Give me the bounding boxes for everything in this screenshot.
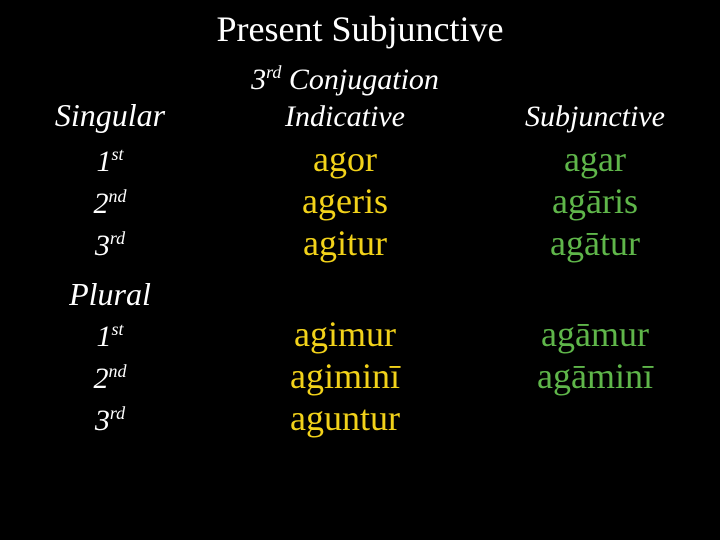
- pl1-subjunctive: agāmur: [470, 313, 720, 355]
- row-pl-1: 1st agimur agāmur: [0, 313, 720, 355]
- row-pl-2: 2nd agiminī agāminī: [0, 355, 720, 397]
- pl2-subjunctive: agāminī: [470, 355, 720, 397]
- sg1-subjunctive: agar: [470, 138, 720, 180]
- person-1st-pl: 1st: [0, 319, 220, 354]
- indicative-header: Indicative: [220, 100, 470, 134]
- row-sg-2: 2nd ageris agāris: [0, 180, 720, 222]
- pl2-indicative: agiminī: [220, 355, 470, 397]
- p1-sup: st: [111, 144, 123, 164]
- pl-p1-num: 1: [96, 320, 111, 353]
- slide: Present Subjunctive 3rd Conjugation Sing…: [0, 0, 720, 540]
- conj-word: Conjugation: [281, 63, 439, 96]
- pl-p2-num: 2: [94, 362, 109, 395]
- conj-num: 3: [251, 63, 266, 96]
- p2-sup: nd: [109, 186, 127, 206]
- sg1-indicative: agor: [220, 138, 470, 180]
- pl3-indicative: aguntur: [220, 397, 470, 439]
- p3-sup: rd: [110, 228, 125, 248]
- plural-label: Plural: [0, 276, 220, 313]
- pl1-indicative: agimur: [220, 313, 470, 355]
- person-3rd-pl: 3rd: [0, 403, 220, 438]
- conjugation-grid: 3rd Conjugation Singular Indicative Subj…: [0, 62, 720, 439]
- p1-num: 1: [96, 145, 111, 178]
- plural-header-row: Plural: [0, 276, 720, 313]
- sg3-subjunctive: agātur: [470, 222, 720, 264]
- person-2nd: 2nd: [0, 186, 220, 221]
- row-sg-1: 1st agor agar: [0, 138, 720, 180]
- pl-p1-sup: st: [111, 319, 123, 339]
- conjugation-label: 3rd Conjugation: [220, 62, 470, 97]
- person-2nd-pl: 2nd: [0, 361, 220, 396]
- pl-p3-sup: rd: [110, 403, 125, 423]
- subjunctive-header: Subjunctive: [470, 100, 720, 134]
- pl-p3-num: 3: [95, 404, 110, 437]
- p3-num: 3: [95, 229, 110, 262]
- slide-title: Present Subjunctive: [0, 0, 720, 50]
- pl-p2-sup: nd: [109, 361, 127, 381]
- conj-sup: rd: [266, 62, 281, 82]
- person-3rd: 3rd: [0, 228, 220, 263]
- sg3-indicative: agitur: [220, 222, 470, 264]
- row-pl-3: 3rd aguntur: [0, 397, 720, 439]
- p2-num: 2: [94, 187, 109, 220]
- singular-label: Singular: [0, 97, 220, 134]
- sg2-subjunctive: agāris: [470, 180, 720, 222]
- row-sg-3: 3rd agitur agātur: [0, 222, 720, 264]
- person-1st: 1st: [0, 144, 220, 179]
- header-row-1: 3rd Conjugation: [0, 62, 720, 97]
- sg2-indicative: ageris: [220, 180, 470, 222]
- header-row-2: Singular Indicative Subjunctive: [0, 97, 720, 134]
